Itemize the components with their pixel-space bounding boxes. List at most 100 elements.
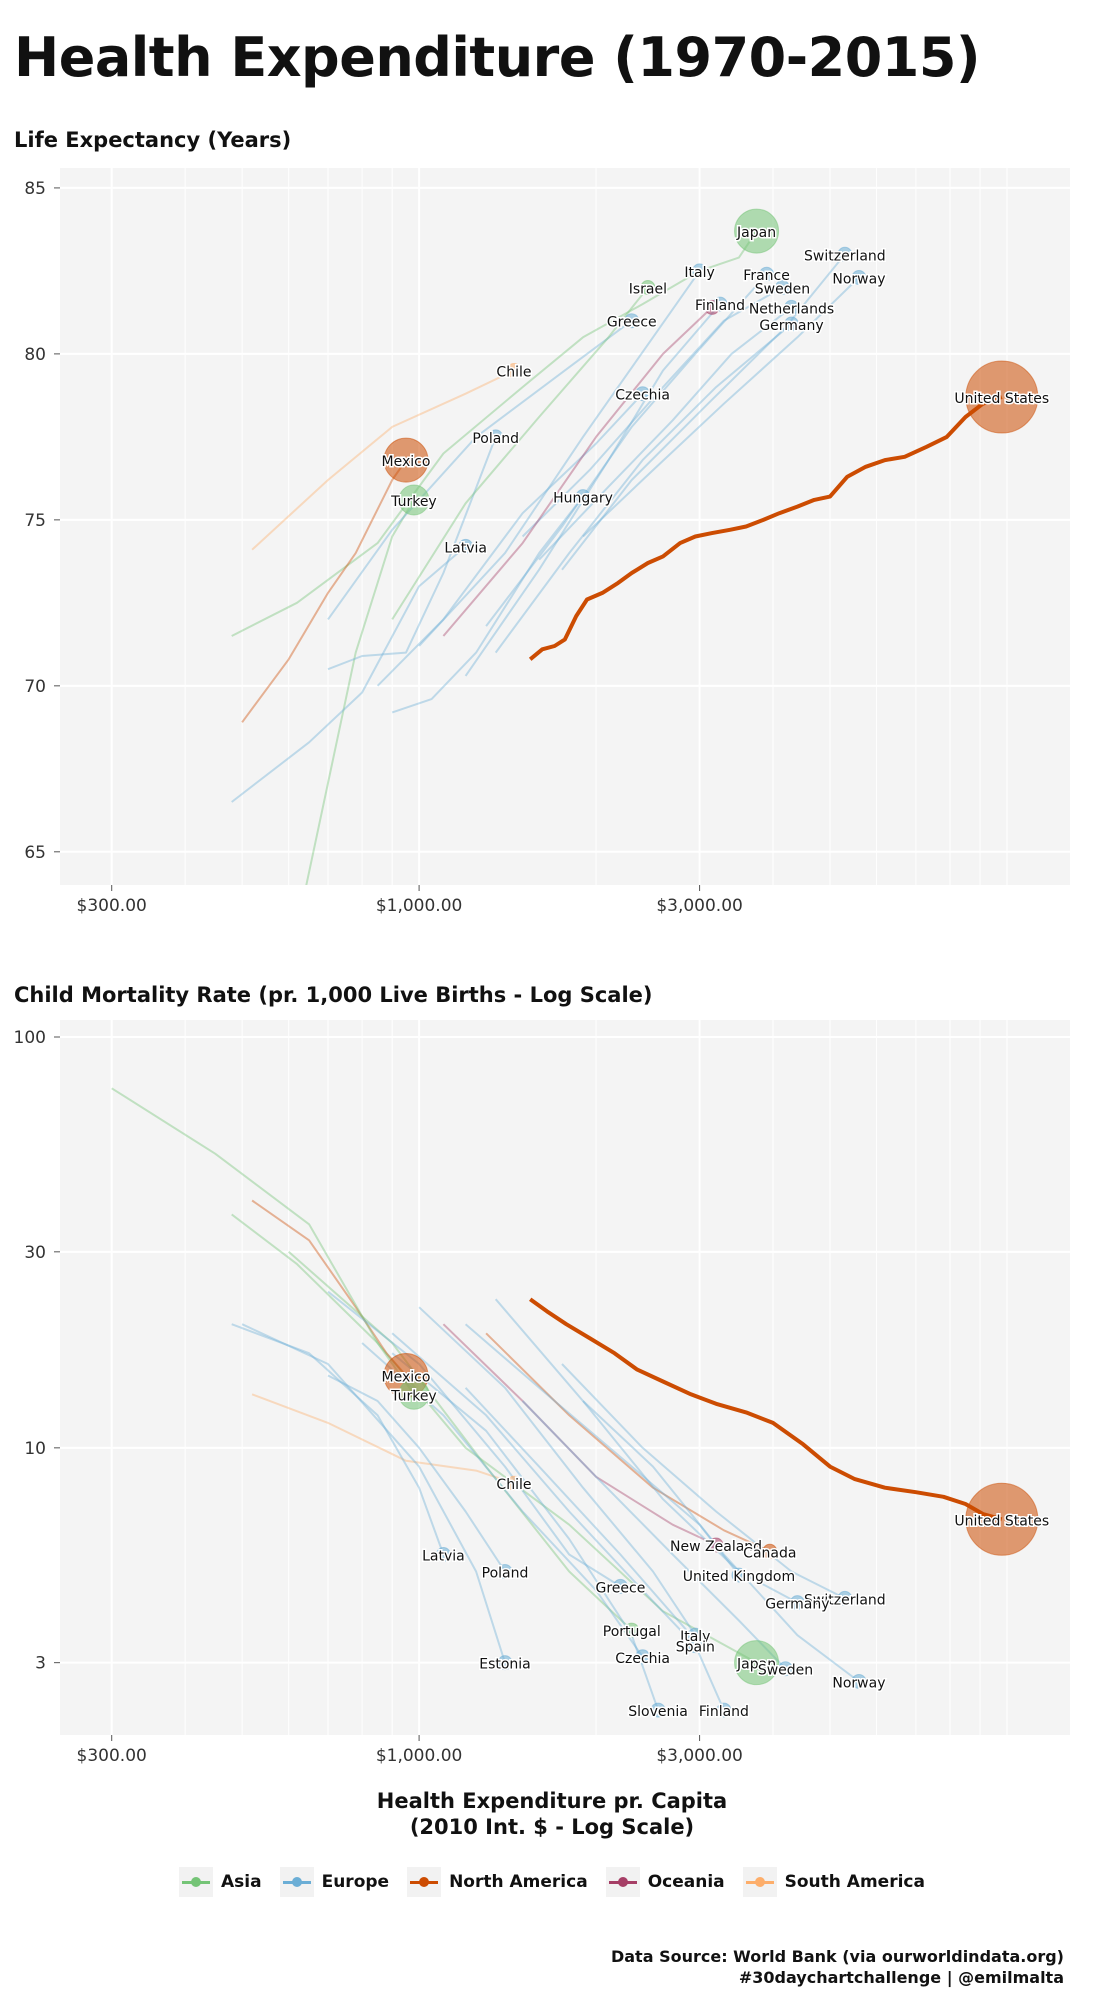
end-point-new-zealand [708, 1537, 724, 1553]
point-label-slovenia: Slovenia [628, 1704, 688, 1720]
point-label-czechia: Czechia [615, 1651, 670, 1667]
end-point-greece [624, 313, 640, 329]
top-chart-title: Life Expectancy (Years) [14, 128, 292, 152]
x-axis-title: Health Expenditure pr. Capita (2010 Int.… [0, 1788, 1104, 1840]
series-line-latvia [231, 545, 467, 803]
point-label-finland: Finland [695, 298, 745, 314]
legend-item-asia: Asia [179, 1867, 262, 1897]
point-label-united-kingdom: United Kingdom [683, 1569, 795, 1585]
legend-item-north-america: North America [407, 1867, 588, 1897]
life-expectancy-chart: 65 70 75 80 85 $300.00 $1,000.00 $3,000.00 Japan… [24, 168, 1070, 916]
point-label-poland: Poland [482, 1566, 529, 1582]
series-line-poland [327, 1374, 506, 1573]
end-point-czechia [635, 386, 651, 402]
series-line-norway [582, 1400, 860, 1683]
point-label-turkey: Turkey [390, 494, 437, 510]
point-label-estonia: Estonia [479, 1657, 531, 1673]
series-line-czechia [376, 393, 644, 687]
point-label-italy: Italy [680, 1629, 710, 1645]
series-line-estonia [241, 1323, 506, 1664]
series-line-finland [464, 303, 721, 677]
legend-label: South America [784, 1872, 925, 1892]
point-label-czechia: Czechia [615, 388, 670, 404]
chart-title: Health Expenditure (1970-2015) [14, 26, 981, 89]
legend-key [407, 1867, 442, 1897]
point-label-france: France [743, 268, 790, 284]
end-point-japan [734, 1640, 780, 1686]
y-tick-label: 70 [24, 677, 46, 697]
point-label-germany: Germany [765, 1597, 829, 1613]
series-line-switzerland [561, 1363, 846, 1600]
point-label-united-states: United States [954, 391, 1049, 407]
end-point-turkey [398, 1378, 430, 1410]
legend-key [605, 1867, 640, 1897]
y-tick-label: 30 [24, 1243, 46, 1263]
point-label-mexico: Mexico [382, 1369, 431, 1385]
y-tick-label: 100 [14, 1028, 46, 1048]
x-tick-label: $3,000.00 [656, 896, 743, 916]
x-tick-label: $1,000.00 [376, 1746, 463, 1766]
legend-item-oceania: Oceania [605, 1867, 725, 1897]
end-point-germany [789, 1595, 805, 1611]
series-line-japan [231, 1213, 758, 1664]
series-line-sweden [521, 286, 783, 538]
end-point-turkey [398, 484, 430, 516]
end-point-finland [716, 1702, 732, 1718]
series-line-new-zealand [442, 1323, 717, 1546]
point-label-italy: Italy [684, 265, 714, 281]
end-point-spain [687, 1638, 703, 1654]
end-point-portugal [624, 1622, 640, 1638]
point-label-chile: Chile [496, 364, 531, 380]
x-tick-label: $1,000.00 [376, 896, 463, 916]
series-line-united-states [528, 395, 1003, 661]
x-tick-label: $300.00 [77, 1746, 147, 1766]
legend-item-south-america: South America [742, 1867, 925, 1897]
legend-item-europe: Europe [279, 1867, 389, 1897]
y-tick-label: 85 [24, 179, 46, 199]
y-tick-label: 65 [24, 843, 46, 863]
series-line-greece [327, 1290, 621, 1588]
point-label-portugal: Portugal [603, 1624, 661, 1640]
caption-credit: #30daychartchallenge | @emilmalta [738, 1968, 1064, 1987]
end-point-poland [497, 1564, 513, 1580]
end-point-united-states [965, 360, 1039, 434]
point-label-sweden: Sweden [758, 1663, 813, 1679]
x-tick-label: $300.00 [77, 896, 147, 916]
end-point-germany [783, 316, 799, 332]
series-line-canada [485, 1332, 771, 1553]
series-line-hungary [391, 495, 584, 714]
point-label-netherlands: Netherlands [749, 301, 834, 317]
caption: Data Source: World Bank (via ourworldind… [611, 1946, 1064, 1988]
end-point-sweden [777, 1661, 793, 1677]
series-line-spain [391, 1332, 697, 1647]
end-point-greece [612, 1578, 628, 1594]
end-point-italy [692, 263, 708, 279]
point-label-canada: Canada [743, 1545, 796, 1561]
end-point-united-kingdom [731, 1567, 747, 1583]
end-point-mexico [383, 437, 429, 483]
end-point-czechia [635, 1649, 651, 1665]
plot-background [60, 1020, 1070, 1735]
end-point-latvia [458, 538, 474, 554]
series-line-italy [418, 1306, 697, 1636]
caption-source: Data Source: World Bank (via ourworldind… [610, 1947, 1064, 1966]
end-point-netherlands [783, 299, 799, 315]
end-point-sweden [774, 280, 790, 295]
end-point-oceania [704, 299, 720, 315]
legend-key [742, 1867, 777, 1897]
point-label-mexico: Mexico [382, 454, 431, 470]
point-label-turkey: Turkey [390, 1388, 437, 1404]
series-line-poland [327, 436, 497, 671]
series-line-greece [327, 319, 633, 620]
series-line-france [485, 273, 768, 627]
end-point-france [759, 266, 775, 282]
series-line-sweden [521, 1400, 787, 1670]
end-point-canada [762, 1543, 778, 1559]
series-line-turkey [305, 499, 415, 885]
series-line-latvia [231, 1323, 445, 1555]
x-axis-title-line2: (2010 Int. $ - Log Scale) [409, 1815, 695, 1839]
x-axis-title-line1: Health Expenditure pr. Capita [376, 1789, 728, 1813]
point-label-switzerland: Switzerland [804, 1592, 886, 1608]
legend-label: Asia [221, 1872, 262, 1892]
point-label-greece: Greece [607, 315, 657, 331]
